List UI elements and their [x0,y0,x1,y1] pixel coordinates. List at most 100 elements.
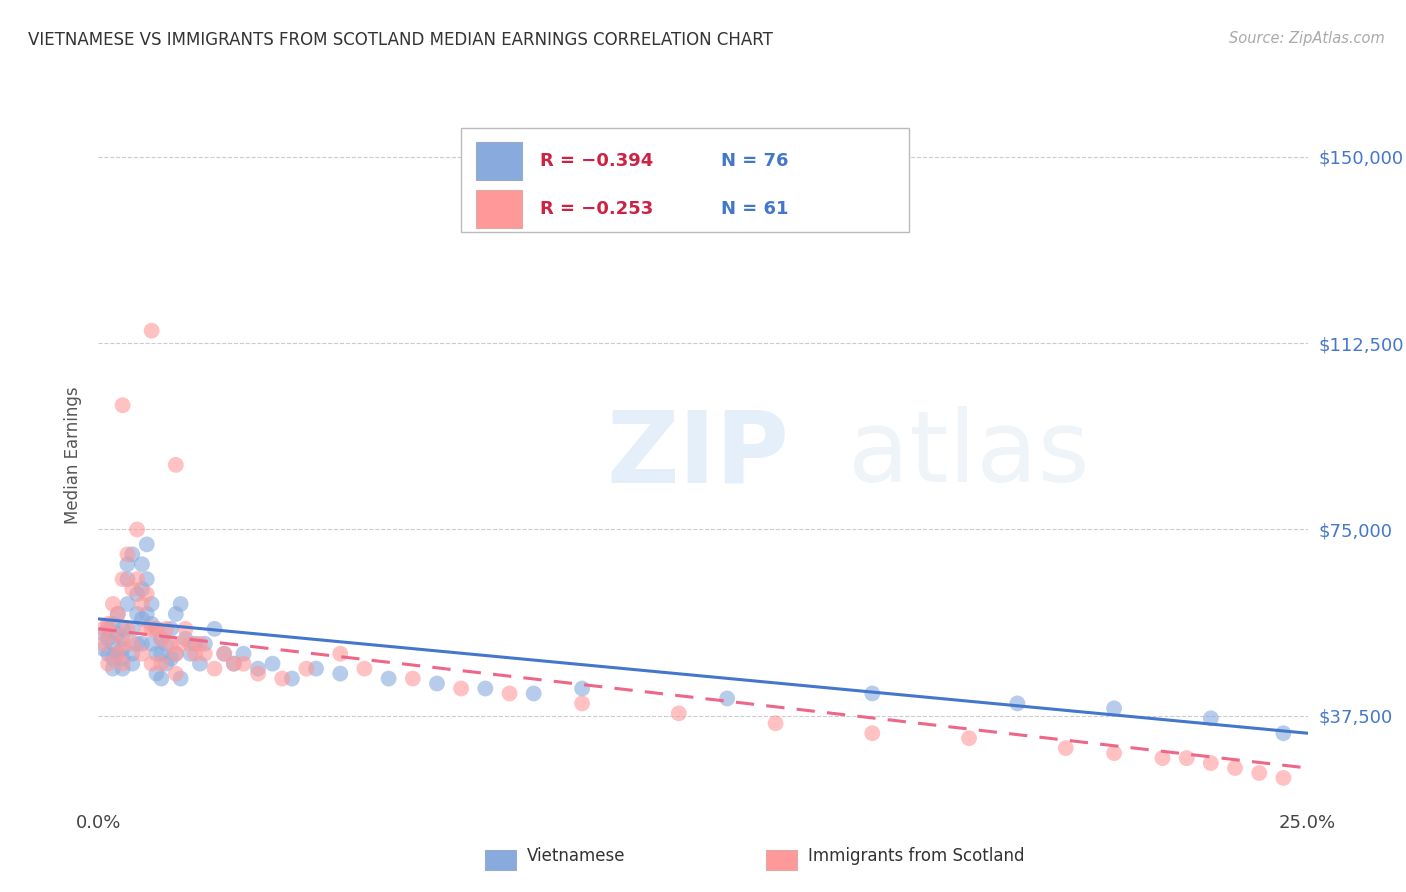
FancyBboxPatch shape [475,142,522,180]
Point [107,607,129,621]
Point [97,647,120,661]
Point [150,632,173,646]
Point [91,627,114,641]
Point [179,647,201,661]
Point [188,637,211,651]
Text: N = 76: N = 76 [721,153,789,170]
Point [155,657,177,671]
Point [111,398,134,412]
Point [101,627,124,641]
Text: Vietnamese: Vietnamese [527,847,626,865]
Point [765,716,787,731]
Point [145,622,167,636]
Point [174,632,197,646]
Text: Immigrants from Scotland: Immigrants from Scotland [808,847,1025,865]
Point [141,597,163,611]
Point [111,657,134,671]
Text: R = −0.394: R = −0.394 [540,153,652,170]
Point [150,672,173,686]
Point [188,657,211,671]
Point [127,587,149,601]
Point [131,558,153,572]
Point [121,622,143,636]
Point [135,607,157,621]
Point [107,647,129,661]
Point [131,637,153,651]
Point [121,547,143,561]
Point [111,662,134,676]
Point [295,662,318,676]
Point [860,686,883,700]
Point [169,597,191,611]
Point [107,607,129,621]
Point [426,676,449,690]
Point [1175,751,1198,765]
Point [101,662,124,676]
Point [523,686,546,700]
Point [150,632,173,646]
Point [957,731,980,746]
Point [141,657,163,671]
Point [111,641,134,656]
Point [111,622,134,636]
Point [860,726,883,740]
Point [145,647,167,661]
Point [127,572,149,586]
Point [117,597,139,611]
Point [716,691,738,706]
Point [247,666,270,681]
Point [141,324,163,338]
Point [160,622,183,636]
Point [165,458,187,472]
Point [145,622,167,636]
Point [169,672,191,686]
Point [117,572,139,586]
Point [232,657,254,671]
Point [1054,741,1077,756]
FancyBboxPatch shape [475,190,522,228]
Point [150,657,173,671]
Point [91,641,114,656]
Point [1007,697,1029,711]
Point [1272,771,1295,785]
Point [111,572,134,586]
Point [117,547,139,561]
Point [1102,746,1125,760]
Point [212,647,235,661]
Point [165,607,187,621]
Point [329,647,352,661]
Point [1152,751,1174,765]
Point [247,662,270,676]
Point [107,647,129,661]
Point [571,681,593,696]
Point [121,582,143,596]
Point [101,637,124,651]
Point [212,647,235,661]
Point [155,637,177,651]
Point [184,647,207,661]
Point [165,647,187,661]
Point [141,637,163,651]
Point [204,662,226,676]
Point [668,706,690,721]
Point [101,597,124,611]
Point [222,657,245,671]
Point [232,647,254,661]
Text: R = −0.253: R = −0.253 [540,201,652,219]
Point [498,686,520,700]
Point [101,616,124,631]
Point [1272,726,1295,740]
Point [121,647,143,661]
Point [111,651,134,665]
Point [121,637,143,651]
Point [329,666,352,681]
Point [1223,761,1246,775]
Point [131,582,153,596]
Point [204,622,226,636]
Point [174,622,197,636]
Point [1249,766,1271,780]
Point [165,666,187,681]
Text: ZIP: ZIP [606,407,789,503]
Point [91,637,114,651]
Point [117,622,139,636]
